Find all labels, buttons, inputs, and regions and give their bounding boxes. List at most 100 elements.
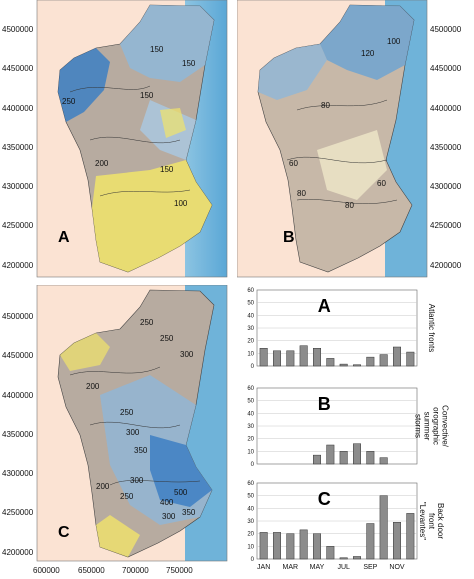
chart-ytick: 20: [247, 437, 254, 443]
chart-xtick: MAR: [283, 564, 299, 571]
chart-side-label: Atlantic fronts: [427, 304, 436, 352]
map-c-contour-label: 350: [134, 446, 148, 455]
map-b-north-zone: [320, 5, 414, 80]
map-c-ytick: 4350000: [2, 430, 34, 439]
chart-bar: [313, 348, 321, 367]
map-c-ytick: 4200000: [2, 548, 34, 557]
map-c-xtick: 600000: [33, 566, 60, 575]
map-b-contour-label: 80: [321, 101, 330, 110]
chart-bar: [339, 363, 348, 367]
map-panel-a: 4500000 4450000 4400000 4350000 4300000 …: [0, 0, 237, 285]
map-c-max-zone: [150, 435, 212, 507]
map-a-contour-label: 150: [150, 45, 164, 54]
map-b-contour-label: 60: [377, 179, 386, 188]
map-b-light-zone: [317, 130, 387, 200]
chart-letter: B: [318, 394, 331, 414]
map-b-letter: B: [283, 229, 295, 246]
map-a-dry-patch: [160, 108, 186, 138]
map-b-ytick: 4500000: [430, 25, 462, 34]
chart-ytick: 60: [247, 288, 254, 294]
chart-ytick: 40: [247, 411, 254, 417]
map-c-frame: [36, 285, 228, 562]
chart-bar: [299, 529, 308, 560]
chart-bar: [259, 532, 268, 560]
map-c-xtick: 750000: [166, 566, 193, 575]
chart-bar: [353, 443, 361, 465]
chart-bar: [379, 354, 388, 367]
map-b-ytick: 4300000: [430, 182, 462, 191]
chart-bar: [326, 358, 335, 367]
map-b-contour-label: 120: [361, 49, 375, 58]
bar-charts-panel: 0 10 20 30 40 50 60 A Atlantic fronts 0 10 20 30 40 50…: [237, 285, 474, 579]
chart-bar: [286, 350, 295, 367]
map-a-contour-label: 150: [182, 59, 196, 68]
map-b-ytick: 4350000: [430, 143, 462, 152]
map-b-contour-label: 60: [289, 159, 298, 168]
map-c-contour-label: 250: [160, 334, 174, 343]
map-panel-b: 4500000 4450000 4400000 4350000 4300000 …: [237, 0, 474, 285]
map-c-ytick: 4250000: [2, 508, 34, 517]
map-c-contour-label: 300: [126, 428, 140, 437]
map-c-contour-label: 350: [182, 508, 196, 517]
map-c-ytick: 4500000: [2, 312, 34, 321]
map-a-contour-label: 200: [95, 159, 109, 168]
map-a-ytick: 4250000: [2, 221, 34, 230]
map-c-contour-label: 300: [180, 350, 194, 359]
map-c-dry-patch: [60, 333, 110, 371]
chart-bar: [273, 350, 281, 367]
map-a-contours: [69, 85, 191, 197]
chart-ytick: 10: [247, 351, 254, 357]
chart-bar: [286, 533, 295, 560]
chart-xtick: JAN: [257, 564, 270, 571]
map-a-ytick: 4200000: [2, 261, 34, 270]
chart-ytick: 20: [247, 532, 254, 538]
chart-bar: [326, 444, 335, 465]
map-c-contour-label: 250: [120, 492, 134, 501]
chart-ytick: 0: [251, 557, 255, 563]
map-c-contour-label: 300: [130, 476, 144, 485]
chart-letter: C: [318, 489, 331, 509]
map-a-y-axis: 4500000 4450000 4400000 4350000 4300000 …: [2, 25, 34, 270]
chart-bar: [406, 351, 415, 367]
map-c-ytick: 4300000: [2, 469, 34, 478]
map-a-contour-label: 100: [174, 199, 188, 208]
map-c-contour-label: 250: [140, 318, 154, 327]
chart-bar: [353, 364, 361, 367]
chart-bar: [339, 451, 348, 465]
map-c: 4500000 4450000 4400000 4350000 4300000 …: [2, 285, 228, 575]
chart-ytick: 50: [247, 399, 254, 405]
map-c-ytick: 4400000: [2, 391, 34, 400]
map-b-ytick: 4400000: [430, 104, 462, 113]
chart-ytick: 0: [251, 364, 255, 370]
map-c-ytick: 4450000: [2, 351, 34, 360]
chart-side-label: Back doorfront"Levantes": [418, 502, 445, 540]
map-c-contours: [69, 366, 201, 486]
chart-ytick: 50: [247, 301, 254, 307]
map-c-letter: C: [58, 524, 70, 541]
map-a-ytick: 4350000: [2, 143, 34, 152]
chart-bar: [313, 533, 321, 560]
chart-xtick: SEP: [363, 564, 377, 571]
chart-ytick: 0: [251, 462, 255, 468]
map-b-contour-label: 80: [345, 201, 354, 210]
map-a-ytick: 4450000: [2, 64, 34, 73]
map-a-frame: [36, 0, 228, 278]
chart-ytick: 40: [247, 313, 254, 319]
chart-ytick: 60: [247, 386, 254, 392]
map-a-dry-zone: [92, 160, 212, 272]
chart-bar: [353, 556, 361, 560]
chart-ytick: 30: [247, 519, 254, 525]
chart-xtick: NOV: [389, 564, 405, 571]
chart-ytick: 30: [247, 326, 254, 332]
map-c-y-axis: 4500000 4450000 4400000 4350000 4300000 …: [2, 312, 34, 557]
chart-ytick: 10: [247, 449, 254, 455]
map-c-x-axis: 600000 650000 700000 750000: [33, 566, 193, 575]
chart-letter: A: [318, 296, 331, 316]
map-a-contour-label: 150: [140, 91, 154, 100]
chart-bar: [366, 523, 375, 560]
map-c-contour-label: 400: [160, 498, 174, 507]
chart-ytick: 60: [247, 481, 254, 487]
chart-bar: [326, 546, 335, 560]
chart-ytick: 50: [247, 494, 254, 500]
chart-bar: [299, 345, 308, 367]
